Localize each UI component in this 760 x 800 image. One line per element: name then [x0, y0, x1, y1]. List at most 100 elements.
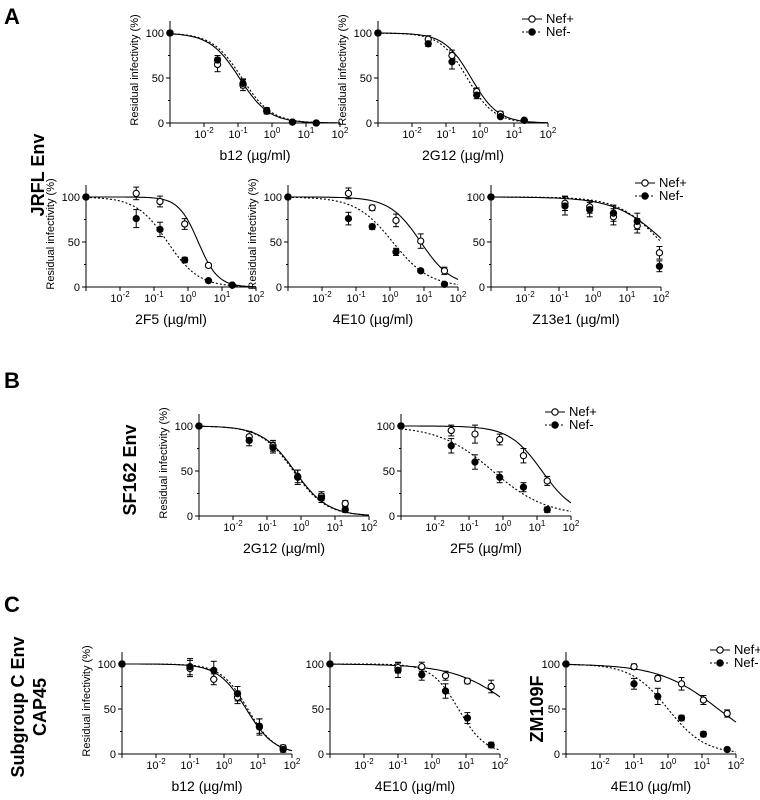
nef-minus-legend-marker [551, 421, 559, 429]
x-tick-label: 100 [382, 290, 399, 305]
x-tick-label: 102 [284, 757, 301, 772]
x-axis-title: 2F5 (µg/ml) [450, 540, 522, 556]
x-tick-label: 10-2 [515, 290, 535, 305]
y-axis-title: Residual infectivity (%) [337, 14, 349, 125]
y-tick-label: 50 [68, 237, 80, 249]
nef-plus-fit-curve [288, 196, 459, 280]
nef-plus-data-point [368, 204, 376, 212]
nef-plus-legend-label: Nef+ [734, 642, 760, 657]
x-axis-title: b12 (µg/ml) [219, 147, 290, 163]
x-tick-label: 100 [585, 290, 602, 305]
x-tick-label: 100 [264, 126, 281, 141]
x-axis-title: 4E10 (µg/ml) [375, 778, 455, 794]
chart-c1: 0 50 100 10-2 10-1 100 101 102 b12 (µg/ml) Residu… [81, 645, 301, 794]
x-axis-title: 2G12 (µg/ml) [422, 147, 504, 163]
nef-minus-data-point [82, 193, 90, 201]
nef-plus-data-point [654, 674, 662, 683]
nef-minus-data-point [487, 193, 495, 201]
nef-minus-data-point [496, 113, 505, 121]
nef-minus-legend-marker [528, 28, 536, 36]
panel-letter-c: C [4, 592, 20, 617]
x-tick-label: 101 [458, 757, 475, 772]
nef-minus-data-point [210, 666, 218, 674]
x-tick-label: 10-1 [228, 126, 248, 141]
x-tick-label: 101 [529, 519, 546, 534]
nef-minus-data-point [118, 660, 126, 668]
y-tick-label: 100 [62, 192, 80, 204]
nef-plus-data-point [441, 672, 450, 680]
nef-plus-data-point [156, 197, 164, 206]
nef-plus-data-point [487, 682, 495, 691]
y-axis-title: Residual infectivity (%) [81, 645, 93, 756]
y-tick-label: 100 [377, 421, 395, 433]
y-tick-label: 100 [354, 28, 372, 40]
y-tick-label: 100 [542, 659, 560, 671]
x-tick-label: 101 [214, 290, 231, 305]
nef-plus-legend-marker [641, 179, 649, 187]
nef-minus-fit-curve [491, 196, 662, 243]
nef-minus-data-point [204, 277, 213, 285]
x-tick-label: 100 [472, 126, 489, 141]
x-tick-label: 102 [540, 126, 557, 141]
x-tick-label: 10-2 [223, 519, 243, 534]
nef-minus-data-point [294, 473, 302, 481]
charts-container: 0 50 100 10-2 10-1 100 101 102 b12 (µg/ml) Residu… [45, 11, 760, 794]
x-axis-title: 2F5 (µg/ml) [135, 311, 207, 327]
x-tick-label: 10-1 [388, 757, 408, 772]
x-tick-label: 10-2 [425, 519, 445, 534]
nef-minus-data-point [418, 671, 426, 679]
nef-plus-data-point [447, 426, 455, 435]
y-tick-label: 0 [187, 511, 193, 523]
nef-minus-data-point [284, 193, 292, 201]
nef-minus-data-point [233, 690, 242, 698]
nef-minus-data-point [447, 442, 455, 450]
nef-minus-legend-label: Nef- [659, 188, 684, 203]
nef-minus-data-point [677, 714, 686, 722]
y-tick-label: 100 [306, 659, 324, 671]
y-tick-label: 50 [152, 73, 164, 85]
chart-a2: 0 50 100 10-2 10-1 100 101 102 2G12 (µg/ml) Resid… [337, 11, 574, 163]
nef-minus-data-point [156, 225, 164, 234]
nef-minus-data-point [132, 214, 140, 223]
nef-minus-data-point [473, 91, 481, 99]
nef-plus-legend-marker [716, 646, 724, 654]
nef-plus-legend-label: Nef+ [659, 175, 687, 190]
nef-minus-data-point [269, 443, 277, 452]
x-tick-label: 101 [250, 757, 267, 772]
nef-plus-data-point [630, 663, 638, 671]
panel-letter-b: B [4, 368, 20, 393]
nef-plus-data-point [543, 477, 551, 485]
y-tick-label: 50 [473, 237, 485, 249]
nef-plus-fit-curve [169, 33, 340, 124]
y-axis-title: Residual infectivity (%) [158, 407, 170, 518]
nef-minus-legend-label: Nef- [569, 417, 594, 432]
y-axis-title: Residual infectivity (%) [247, 178, 259, 289]
nef-plus-data-point [448, 51, 456, 60]
nef-plus-fit-curve [378, 32, 548, 124]
y-tick-label: 50 [270, 237, 282, 249]
x-tick-label: 101 [694, 757, 711, 772]
x-tick-label: 102 [653, 290, 670, 305]
nef-minus-data-point [448, 58, 456, 66]
x-tick-label: 10-1 [624, 757, 644, 772]
nef-minus-data-point [487, 741, 495, 749]
x-tick-label: 100 [495, 519, 512, 534]
x-tick-label: 101 [327, 519, 344, 534]
nef-minus-data-point [496, 473, 504, 481]
nef-minus-data-point [344, 214, 353, 223]
y-tick-label: 50 [181, 466, 193, 478]
nef-minus-data-point [562, 660, 570, 668]
nef-minus-data-point [263, 106, 271, 115]
x-tick-label: 102 [563, 519, 580, 534]
x-tick-label: 10-2 [354, 757, 374, 772]
y-tick-label: 0 [158, 118, 164, 130]
nef-minus-legend-label: Nef- [546, 24, 571, 39]
nef-minus-data-point [341, 506, 349, 514]
nef-minus-data-point [654, 692, 662, 701]
nef-minus-data-point [586, 205, 594, 214]
y-tick-label: 100 [264, 192, 282, 204]
x-tick-label: 10-2 [146, 757, 166, 772]
nef-plus-data-point [463, 677, 472, 685]
nef-minus-data-point [397, 422, 405, 430]
x-tick-label: 10-1 [180, 757, 200, 772]
